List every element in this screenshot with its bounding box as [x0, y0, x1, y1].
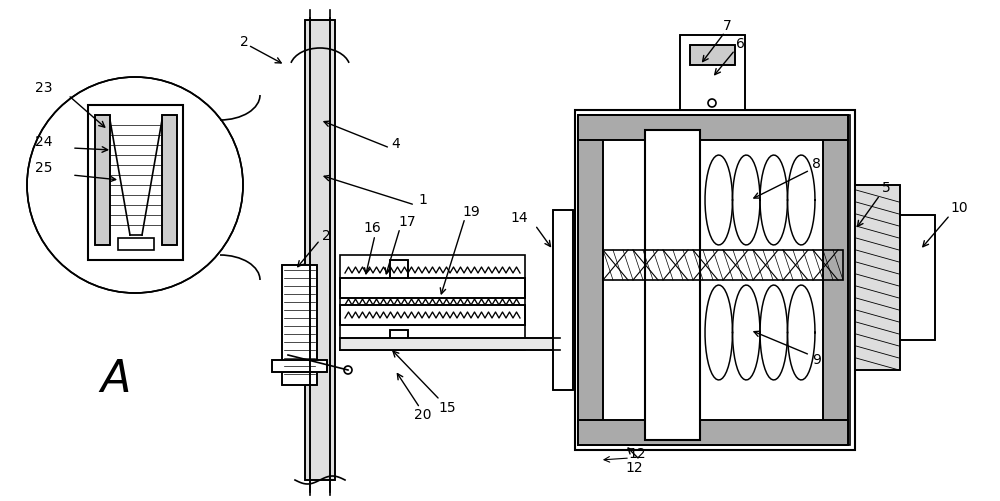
Text: 23: 23: [35, 81, 52, 95]
Circle shape: [708, 99, 716, 107]
Text: 12: 12: [628, 447, 646, 461]
Bar: [578, 115, 848, 140]
Text: 6: 6: [736, 37, 745, 51]
Text: A: A: [100, 359, 130, 401]
Bar: [340, 278, 525, 298]
Bar: [575, 110, 855, 450]
Text: 5: 5: [882, 181, 891, 195]
Circle shape: [344, 366, 352, 374]
Bar: [88, 105, 183, 260]
Bar: [390, 330, 408, 348]
Bar: [578, 115, 848, 140]
Bar: [645, 130, 700, 440]
Bar: [578, 420, 848, 445]
Bar: [680, 35, 745, 110]
Bar: [603, 250, 843, 280]
Circle shape: [27, 77, 243, 293]
Text: 8: 8: [812, 157, 821, 171]
Bar: [340, 278, 525, 298]
Text: 25: 25: [35, 161, 52, 175]
Bar: [823, 115, 848, 445]
Text: 12: 12: [625, 461, 643, 475]
Text: 19: 19: [462, 205, 480, 219]
Bar: [578, 115, 603, 445]
Bar: [578, 115, 603, 445]
Bar: [162, 115, 177, 245]
Text: 14: 14: [510, 211, 528, 225]
Text: 10: 10: [950, 201, 968, 215]
Bar: [823, 115, 848, 445]
Text: 1: 1: [418, 193, 427, 207]
Bar: [340, 338, 560, 350]
Bar: [578, 420, 848, 445]
Bar: [305, 20, 335, 480]
Bar: [855, 185, 900, 370]
Bar: [282, 265, 317, 385]
Bar: [340, 305, 525, 325]
Bar: [340, 255, 525, 350]
Text: 16: 16: [363, 221, 381, 235]
Bar: [340, 305, 525, 325]
Bar: [95, 115, 110, 245]
Bar: [95, 115, 110, 245]
Bar: [900, 215, 935, 340]
Text: 7: 7: [723, 19, 732, 33]
Bar: [118, 238, 154, 250]
Bar: [580, 115, 850, 445]
Text: 15: 15: [438, 401, 456, 415]
Bar: [88, 105, 183, 260]
Bar: [272, 360, 327, 372]
Text: 2: 2: [322, 229, 331, 243]
Text: 24: 24: [35, 135, 52, 149]
Bar: [390, 330, 408, 348]
Bar: [575, 110, 855, 450]
Text: 20: 20: [414, 408, 432, 422]
Bar: [855, 185, 900, 370]
Bar: [390, 260, 408, 278]
Bar: [900, 215, 935, 340]
Bar: [680, 35, 745, 110]
Bar: [282, 265, 317, 385]
Bar: [690, 45, 735, 65]
Bar: [272, 360, 327, 372]
Text: 4: 4: [391, 137, 400, 151]
Bar: [645, 130, 700, 440]
Bar: [162, 115, 177, 245]
Text: 2: 2: [240, 35, 249, 49]
Text: 9: 9: [812, 353, 821, 367]
Bar: [305, 20, 335, 480]
Bar: [690, 45, 735, 65]
Text: 17: 17: [398, 215, 416, 229]
Bar: [553, 210, 573, 390]
Bar: [553, 210, 573, 390]
Bar: [390, 260, 408, 278]
